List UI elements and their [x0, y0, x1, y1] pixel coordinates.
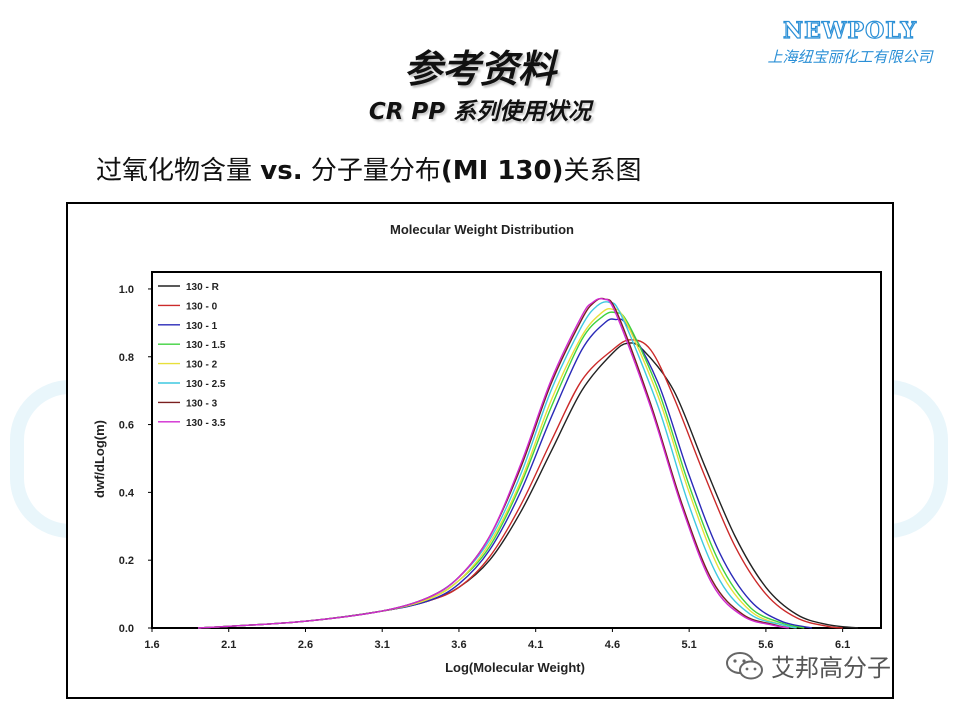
- logo-chinese-text: 上海纽宝丽化工有限公司: [767, 48, 933, 66]
- heading-mi: (MI 130): [440, 156, 564, 186]
- legend-label-0: 130 - R: [186, 282, 220, 293]
- x-tick-label: 4.6: [605, 639, 620, 651]
- slide-title: 参考资料: [403, 46, 556, 91]
- wechat-icon: [726, 651, 763, 679]
- legend-label-2: 130 - 1: [186, 321, 218, 332]
- legend-label-6: 130 - 3: [186, 398, 218, 409]
- watermark: 艾邦高分子: [725, 648, 891, 683]
- y-tick-label: 0.2: [119, 555, 134, 567]
- heading-suffix: 关系图: [563, 156, 642, 186]
- slide-subtitle: CR PP 系列使用状况: [368, 99, 592, 125]
- watermark-text: 艾邦高分子: [771, 654, 891, 682]
- x-tick-label: 6.1: [835, 639, 850, 651]
- chart-title: Molecular Weight Distribution: [390, 222, 574, 237]
- legend-label-3: 130 - 1.5: [186, 340, 226, 351]
- legend-label-5: 130 - 2.5: [186, 379, 226, 390]
- x-tick-label: 3.1: [375, 639, 390, 651]
- x-tick-label: 5.6: [758, 639, 773, 651]
- legend-label-1: 130 - 0: [186, 301, 218, 312]
- y-tick-label: 1.0: [119, 284, 134, 296]
- x-tick-label: 4.1: [528, 639, 543, 651]
- y-tick-label: 0.4: [119, 487, 135, 499]
- legend-label-7: 130 - 3.5: [186, 418, 226, 429]
- x-tick-label: 2.6: [298, 639, 313, 651]
- company-logo: NEWPOLY 上海纽宝丽化工有限公司: [760, 17, 940, 67]
- x-tick-label: 1.6: [144, 639, 159, 651]
- heading-middle: 分子量分布: [302, 156, 441, 186]
- x-axis-label: Log(Molecular Weight): [445, 660, 585, 675]
- y-axis-label: dwf/dLog(m): [92, 420, 107, 498]
- x-tick-label: 2.1: [221, 639, 236, 651]
- x-tick-label: 5.1: [682, 639, 697, 651]
- chart-heading: 过氧化物含量 vs. 分子量分布(MI 130)关系图: [96, 150, 642, 187]
- chart-frame: Molecular Weight Distribution Log(Molecu…: [66, 202, 894, 699]
- y-tick-label: 0.0: [119, 623, 134, 635]
- legend-label-4: 130 - 2: [186, 360, 218, 371]
- heading-prefix: 过氧化物含量: [96, 156, 261, 186]
- mwd-chart: Molecular Weight Distribution Log(Molecu…: [92, 222, 882, 675]
- heading-vs: vs.: [260, 156, 303, 186]
- y-tick-label: 0.8: [119, 352, 134, 364]
- plot-area: [151, 271, 882, 629]
- logo-english-text: NEWPOLY: [782, 17, 918, 44]
- y-tick-label: 0.6: [119, 420, 134, 432]
- series-line-7: [197, 297, 790, 629]
- x-tick-label: 3.6: [451, 639, 466, 651]
